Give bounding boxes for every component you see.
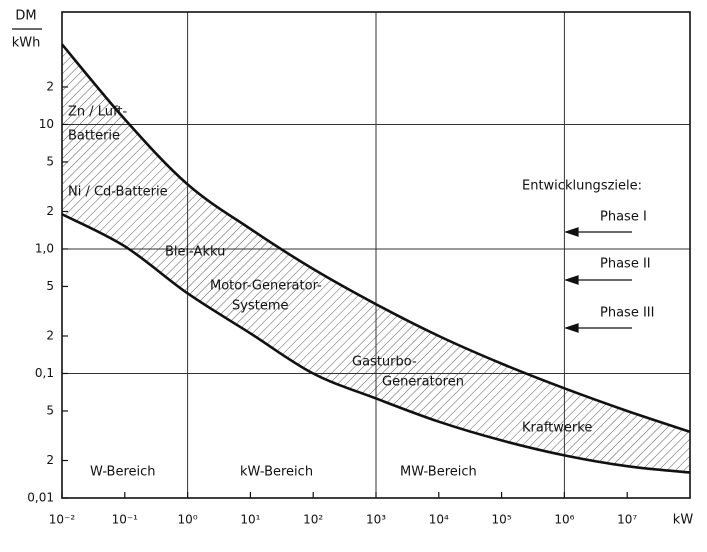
annotation: Zn / Luft- — [68, 105, 127, 120]
x-tick-label: 10⁰ — [178, 513, 198, 527]
x-tick-label: 10⁻¹ — [112, 513, 139, 527]
annotation: MW-Bereich — [400, 465, 477, 480]
annotation: Gasturbo- — [352, 355, 417, 370]
annotation: W-Bereich — [90, 465, 156, 480]
x-unit: kW — [673, 513, 694, 528]
arrows — [564, 227, 632, 333]
y-tick-label: 10 — [39, 117, 54, 131]
curve — [61, 43, 691, 434]
annotation: Ni / Cd-Batterie — [68, 185, 168, 200]
y-label-top: DM — [15, 9, 36, 24]
annotation: Generatoren — [382, 375, 464, 390]
y-tick-label: 0,1 — [35, 366, 54, 380]
annotation: kW-Bereich — [240, 465, 313, 480]
curve — [61, 213, 691, 474]
annotation: Batterie — [68, 129, 120, 144]
annotation: Systeme — [232, 299, 288, 314]
annotation: Phase III — [600, 306, 654, 321]
y-label-bottom: kWh — [12, 36, 41, 51]
annotation: Blei-Akku — [165, 245, 225, 260]
annotation: Entwicklungsziele: — [522, 179, 642, 194]
annotation: Motor-Generator- — [210, 279, 322, 294]
y-tick-label: 1,0 — [35, 241, 54, 255]
y-tick-label: 2 — [46, 79, 54, 93]
x-tick-label: 10¹ — [240, 513, 260, 527]
x-tick-label: 10⁷ — [617, 513, 637, 527]
y-tick-label: 5 — [46, 154, 54, 168]
y-tick-label: 2 — [46, 204, 54, 218]
y-tick-label: 5 — [46, 403, 54, 417]
x-tick-label: 10⁶ — [554, 513, 574, 527]
annotation: Phase I — [600, 210, 647, 225]
annotation: Phase II — [600, 257, 651, 272]
x-tick-label: 10² — [303, 513, 323, 527]
y-tick-label: 5 — [46, 279, 54, 293]
annotation: Kraftwerke — [522, 421, 592, 436]
y-tick-label: 2 — [46, 453, 54, 467]
y-tick-label: 2 — [46, 329, 54, 343]
x-tick-label: 10⁵ — [492, 513, 512, 527]
x-tick-label: 10⁻² — [49, 513, 76, 527]
band-fill — [62, 44, 690, 473]
x-tick-label: 10⁴ — [429, 513, 449, 527]
y-tick-label: 0,01 — [27, 491, 54, 505]
x-tick-label: 10³ — [366, 513, 386, 527]
